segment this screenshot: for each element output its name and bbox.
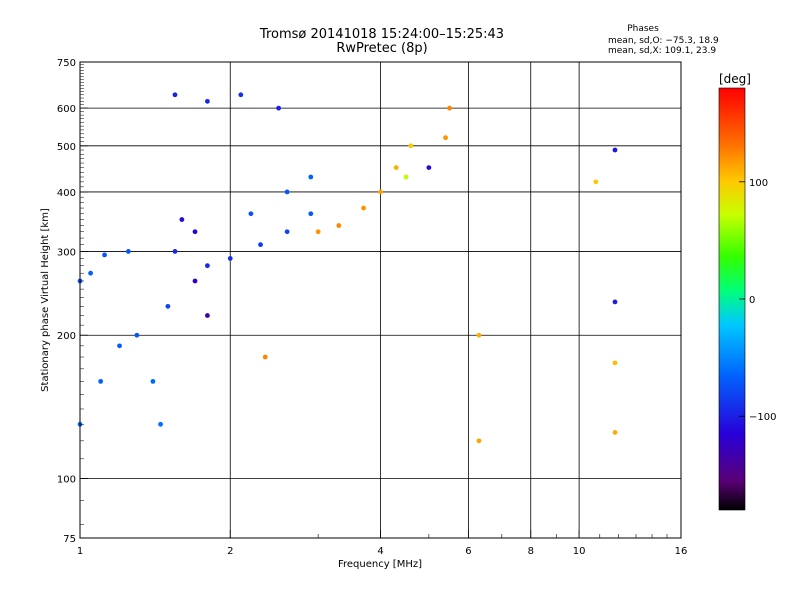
stats-line-o: mean, sd,O: −75.3, 18.9	[608, 36, 719, 46]
y-tick-label: 500	[57, 142, 76, 153]
data-point	[205, 98, 210, 104]
data-point	[205, 263, 210, 269]
data-point	[150, 378, 156, 384]
y-axis: 75 100 200 300 400 500 600 750	[57, 58, 88, 545]
data-point	[284, 229, 290, 235]
colorbar-tick-label: 0	[749, 295, 755, 306]
y-tick-label: 100	[57, 475, 76, 486]
data-point	[361, 205, 367, 211]
data-point	[134, 332, 140, 338]
stats-line-x: mean, sd,X: 109.1, 23.9	[608, 46, 716, 56]
chart-subtitle: RwPretec (8p)	[336, 41, 427, 56]
y-tick-label: 750	[57, 58, 76, 69]
data-point	[172, 249, 178, 254]
data-point	[192, 278, 198, 284]
y-tick-label: 400	[57, 188, 76, 199]
y-tick-label: 600	[57, 104, 76, 115]
data-point	[102, 252, 107, 258]
data-point	[308, 174, 314, 180]
x-axis: 1 2 4 6 8 10 16	[77, 530, 688, 557]
x-tick-label: 4	[377, 546, 383, 557]
data-point	[443, 135, 448, 141]
x-tick-label: 8	[528, 546, 534, 557]
data-point	[179, 217, 185, 222]
x-tick-label: 10	[573, 546, 586, 557]
data-point	[612, 430, 618, 435]
data-point	[192, 229, 198, 235]
data-points	[77, 92, 618, 444]
data-point	[315, 229, 321, 235]
data-point	[593, 179, 599, 185]
y-tick-label: 200	[57, 331, 76, 342]
data-point	[158, 421, 163, 427]
data-point	[308, 211, 314, 217]
y-axis-label: Stationary phase Virtual Height [km]	[40, 208, 51, 392]
data-point	[476, 438, 482, 444]
data-point	[205, 313, 210, 318]
data-point	[408, 143, 414, 149]
data-point	[476, 332, 482, 338]
data-point	[262, 354, 268, 360]
data-point	[447, 105, 452, 111]
data-point	[336, 223, 342, 228]
x-axis-label: Frequency [MHz]	[338, 559, 422, 570]
data-point	[227, 256, 233, 261]
data-point	[98, 378, 104, 384]
data-point	[238, 92, 244, 98]
data-point	[378, 189, 383, 195]
y-tick-label: 75	[63, 534, 76, 545]
chart-title: Tromsø 20141018 15:24:00–15:25:43	[259, 27, 504, 42]
data-point	[403, 174, 409, 180]
x-tick-label: 6	[465, 546, 471, 557]
data-point	[426, 165, 432, 171]
data-point	[248, 211, 254, 217]
colorbar-tick-label: 100	[749, 178, 768, 189]
stats-heading: Phases	[627, 24, 659, 34]
data-point	[612, 360, 618, 366]
grid-lines	[80, 62, 681, 538]
data-point	[612, 299, 618, 305]
x-tick-label: 1	[77, 546, 83, 557]
y-tick-label: 300	[57, 247, 76, 258]
data-point	[612, 147, 618, 153]
data-point	[125, 249, 131, 254]
data-point	[117, 343, 122, 349]
data-point	[172, 92, 178, 98]
colorbar-tick-label: −100	[749, 412, 776, 423]
data-point	[258, 242, 263, 248]
colorbar-ticks: 100 0 −100	[739, 178, 776, 423]
x-tick-label: 16	[675, 546, 688, 557]
data-point	[276, 105, 282, 111]
x-tick-label: 2	[227, 546, 233, 557]
data-point	[393, 165, 399, 171]
colorbar-label: [deg]	[719, 72, 751, 86]
data-point	[88, 270, 93, 276]
data-point	[165, 303, 171, 309]
data-point	[284, 189, 290, 195]
